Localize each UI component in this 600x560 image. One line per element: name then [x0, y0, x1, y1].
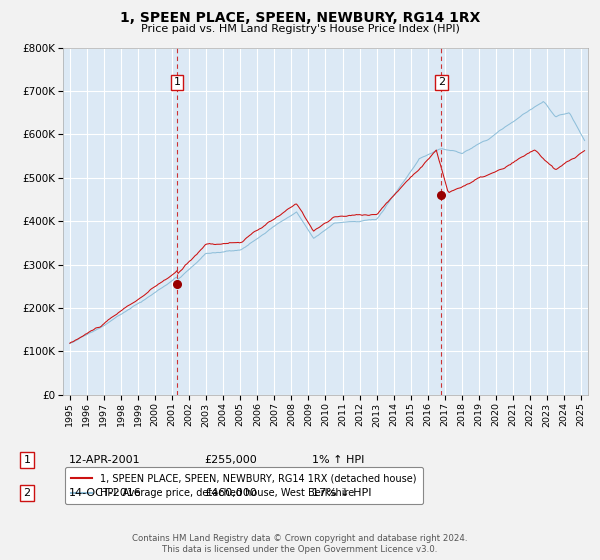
Text: £255,000: £255,000 [204, 455, 257, 465]
Text: Price paid vs. HM Land Registry's House Price Index (HPI): Price paid vs. HM Land Registry's House … [140, 24, 460, 34]
Text: This data is licensed under the Open Government Licence v3.0.: This data is licensed under the Open Gov… [163, 545, 437, 554]
Legend: 1, SPEEN PLACE, SPEEN, NEWBURY, RG14 1RX (detached house), HPI: Average price, d: 1, SPEEN PLACE, SPEEN, NEWBURY, RG14 1RX… [65, 468, 422, 504]
Text: 17% ↓ HPI: 17% ↓ HPI [312, 488, 371, 498]
Text: 1, SPEEN PLACE, SPEEN, NEWBURY, RG14 1RX: 1, SPEEN PLACE, SPEEN, NEWBURY, RG14 1RX [120, 11, 480, 25]
Text: 2: 2 [437, 77, 445, 87]
Text: £460,000: £460,000 [204, 488, 257, 498]
Text: 1: 1 [173, 77, 181, 87]
Text: 12-APR-2001: 12-APR-2001 [69, 455, 140, 465]
Text: 1% ↑ HPI: 1% ↑ HPI [312, 455, 364, 465]
Text: Contains HM Land Registry data © Crown copyright and database right 2024.: Contains HM Land Registry data © Crown c… [132, 534, 468, 543]
Text: 14-OCT-2016: 14-OCT-2016 [69, 488, 142, 498]
Text: 1: 1 [23, 455, 31, 465]
Text: 2: 2 [23, 488, 31, 498]
